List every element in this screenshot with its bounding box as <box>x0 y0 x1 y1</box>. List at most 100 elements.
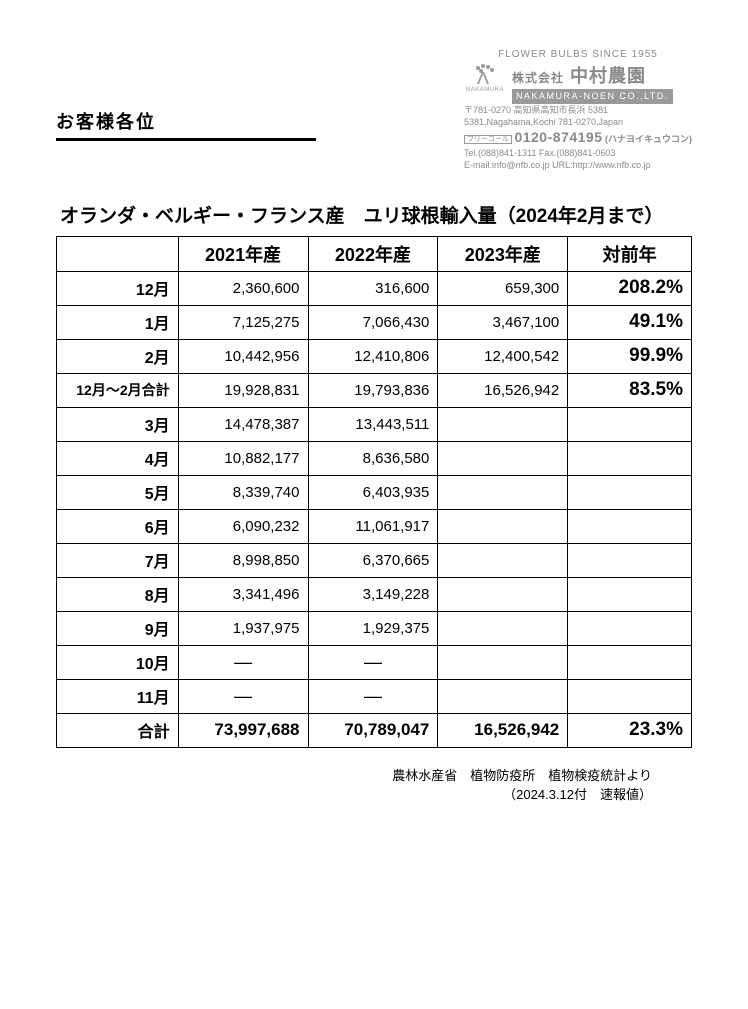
cell-vs: 208.2% <box>568 271 692 305</box>
company-name-main: 中村農園 <box>570 66 646 86</box>
cell-2023 <box>438 645 568 679</box>
cell-2021: 1,937,975 <box>178 611 308 645</box>
cell-2022: 12,410,806 <box>308 339 438 373</box>
table-title: オランダ・ベルギー・フランス産 ユリ球根輸入量（2024年2月まで） <box>60 201 692 228</box>
total-2022: 70,789,047 <box>308 713 438 747</box>
company-addr-en: 5381,Nagahama,Kochi 781-0270,Japan <box>464 116 692 128</box>
cell-vs <box>568 679 692 713</box>
row-label: 12月～2月合計 <box>57 373 179 407</box>
cell-vs <box>568 577 692 611</box>
total-2021: 73,997,688 <box>178 713 308 747</box>
company-mail-url: E-mail:info@nfb.co.jp URL:http://www.nfb… <box>464 159 692 171</box>
cell-2022: 13,443,511 <box>308 407 438 441</box>
col-head-2022: 2022年産 <box>308 236 438 271</box>
cell-2021: 10,442,956 <box>178 339 308 373</box>
row-label: 11月 <box>57 679 179 713</box>
cell-2021: ― <box>178 679 308 713</box>
cell-2022: 11,061,917 <box>308 509 438 543</box>
cell-2023 <box>438 679 568 713</box>
total-label: 合計 <box>57 713 179 747</box>
company-name-en-bar: NAKAMURA-NOEN CO.,LTD. <box>512 89 673 103</box>
company-name-row: NAKAMURA 株式会社 中村農園 NAKAMURA-NOEN CO.,LTD… <box>464 62 692 104</box>
table-row: 7月8,998,8506,370,665 <box>57 543 692 577</box>
cell-2023 <box>438 577 568 611</box>
cell-2021: 2,360,600 <box>178 271 308 305</box>
cell-2022: 6,403,935 <box>308 475 438 509</box>
cell-2021: 14,478,387 <box>178 407 308 441</box>
cell-2022: 316,600 <box>308 271 438 305</box>
freecall-icon: フリーコール <box>464 135 512 145</box>
table-row: 9月1,937,9751,929,375 <box>57 611 692 645</box>
table-row: 4月10,882,1778,636,580 <box>57 441 692 475</box>
cell-2022: 6,370,665 <box>308 543 438 577</box>
company-logo-icon: NAKAMURA <box>464 62 506 104</box>
cell-2023 <box>438 407 568 441</box>
cell-vs <box>568 611 692 645</box>
cell-2022: ― <box>308 645 438 679</box>
cell-2021: 8,998,850 <box>178 543 308 577</box>
row-label: 7月 <box>57 543 179 577</box>
table-row: 6月6,090,23211,061,917 <box>57 509 692 543</box>
company-addr-jp: 〒781-0270 高知県高知市長浜 5381 <box>464 104 692 116</box>
total-2023: 16,526,942 <box>438 713 568 747</box>
col-head-vs: 対前年 <box>568 236 692 271</box>
row-label: 5月 <box>57 475 179 509</box>
company-phone-kana: (ハナヨイキュウコン) <box>605 134 692 144</box>
company-phone-row: フリーコール 0120-874195 (ハナヨイキュウコン) <box>464 128 692 147</box>
source-line2: （2024.3.12付 速報値） <box>56 785 652 805</box>
cell-2023 <box>438 611 568 645</box>
company-block: FLOWER BULBS SINCE 1955 NAKAMURA 株式会社 中村… <box>464 48 692 171</box>
cell-vs <box>568 441 692 475</box>
row-label: 2月 <box>57 339 179 373</box>
cell-vs <box>568 475 692 509</box>
table-total-row: 合計 73,997,688 70,789,047 16,526,942 23.3… <box>57 713 692 747</box>
table-row: 12月～2月合計19,928,83119,793,83616,526,94283… <box>57 373 692 407</box>
cell-vs <box>568 407 692 441</box>
row-label: 10月 <box>57 645 179 679</box>
cell-2023 <box>438 475 568 509</box>
table-row: 1月7,125,2757,066,4303,467,10049.1% <box>57 305 692 339</box>
cell-2022: 1,929,375 <box>308 611 438 645</box>
page: お客様各位 FLOWER BULBS SINCE 1955 NAKAMURA <box>0 0 748 853</box>
row-label: 12月 <box>57 271 179 305</box>
greeting-block: お客様各位 <box>56 108 316 141</box>
cell-2023: 16,526,942 <box>438 373 568 407</box>
source-line1: 農林水産省 植物防疫所 植物検疫統計より <box>56 766 652 786</box>
cell-2023 <box>438 543 568 577</box>
table-header-row: 2021年産 2022年産 2023年産 対前年 <box>57 236 692 271</box>
cell-2021: 10,882,177 <box>178 441 308 475</box>
row-label: 6月 <box>57 509 179 543</box>
cell-2021: 7,125,275 <box>178 305 308 339</box>
cell-2021: ― <box>178 645 308 679</box>
table-row: 12月2,360,600316,600659,300208.2% <box>57 271 692 305</box>
cell-2022: 8,636,580 <box>308 441 438 475</box>
cell-2021: 8,339,740 <box>178 475 308 509</box>
col-head-2023: 2023年産 <box>438 236 568 271</box>
company-phone-big: 0120-874195 <box>514 129 602 145</box>
cell-2022: 19,793,836 <box>308 373 438 407</box>
col-head-2021: 2021年産 <box>178 236 308 271</box>
cell-vs <box>568 645 692 679</box>
total-vs: 23.3% <box>568 713 692 747</box>
col-head-blank <box>57 236 179 271</box>
cell-vs <box>568 509 692 543</box>
cell-2021: 19,928,831 <box>178 373 308 407</box>
row-label: 8月 <box>57 577 179 611</box>
row-label: 3月 <box>57 407 179 441</box>
cell-2023: 3,467,100 <box>438 305 568 339</box>
table-row: 5月8,339,7406,403,935 <box>57 475 692 509</box>
row-label: 4月 <box>57 441 179 475</box>
table-body: 12月2,360,600316,600659,300208.2%1月7,125,… <box>57 271 692 713</box>
row-label: 1月 <box>57 305 179 339</box>
table-row: 2月10,442,95612,410,80612,400,54299.9% <box>57 339 692 373</box>
greeting-underline <box>56 138 316 141</box>
import-table: 2021年産 2022年産 2023年産 対前年 12月2,360,600316… <box>56 236 692 748</box>
table-row: 3月14,478,38713,443,511 <box>57 407 692 441</box>
cell-vs: 83.5% <box>568 373 692 407</box>
company-logo-label: NAKAMURA <box>466 86 504 94</box>
cell-vs: 49.1% <box>568 305 692 339</box>
cell-2023: 659,300 <box>438 271 568 305</box>
header-row: お客様各位 FLOWER BULBS SINCE 1955 NAKAMURA <box>56 48 692 171</box>
cell-2021: 3,341,496 <box>178 577 308 611</box>
source-block: 農林水産省 植物防疫所 植物検疫統計より （2024.3.12付 速報値） <box>56 766 692 805</box>
